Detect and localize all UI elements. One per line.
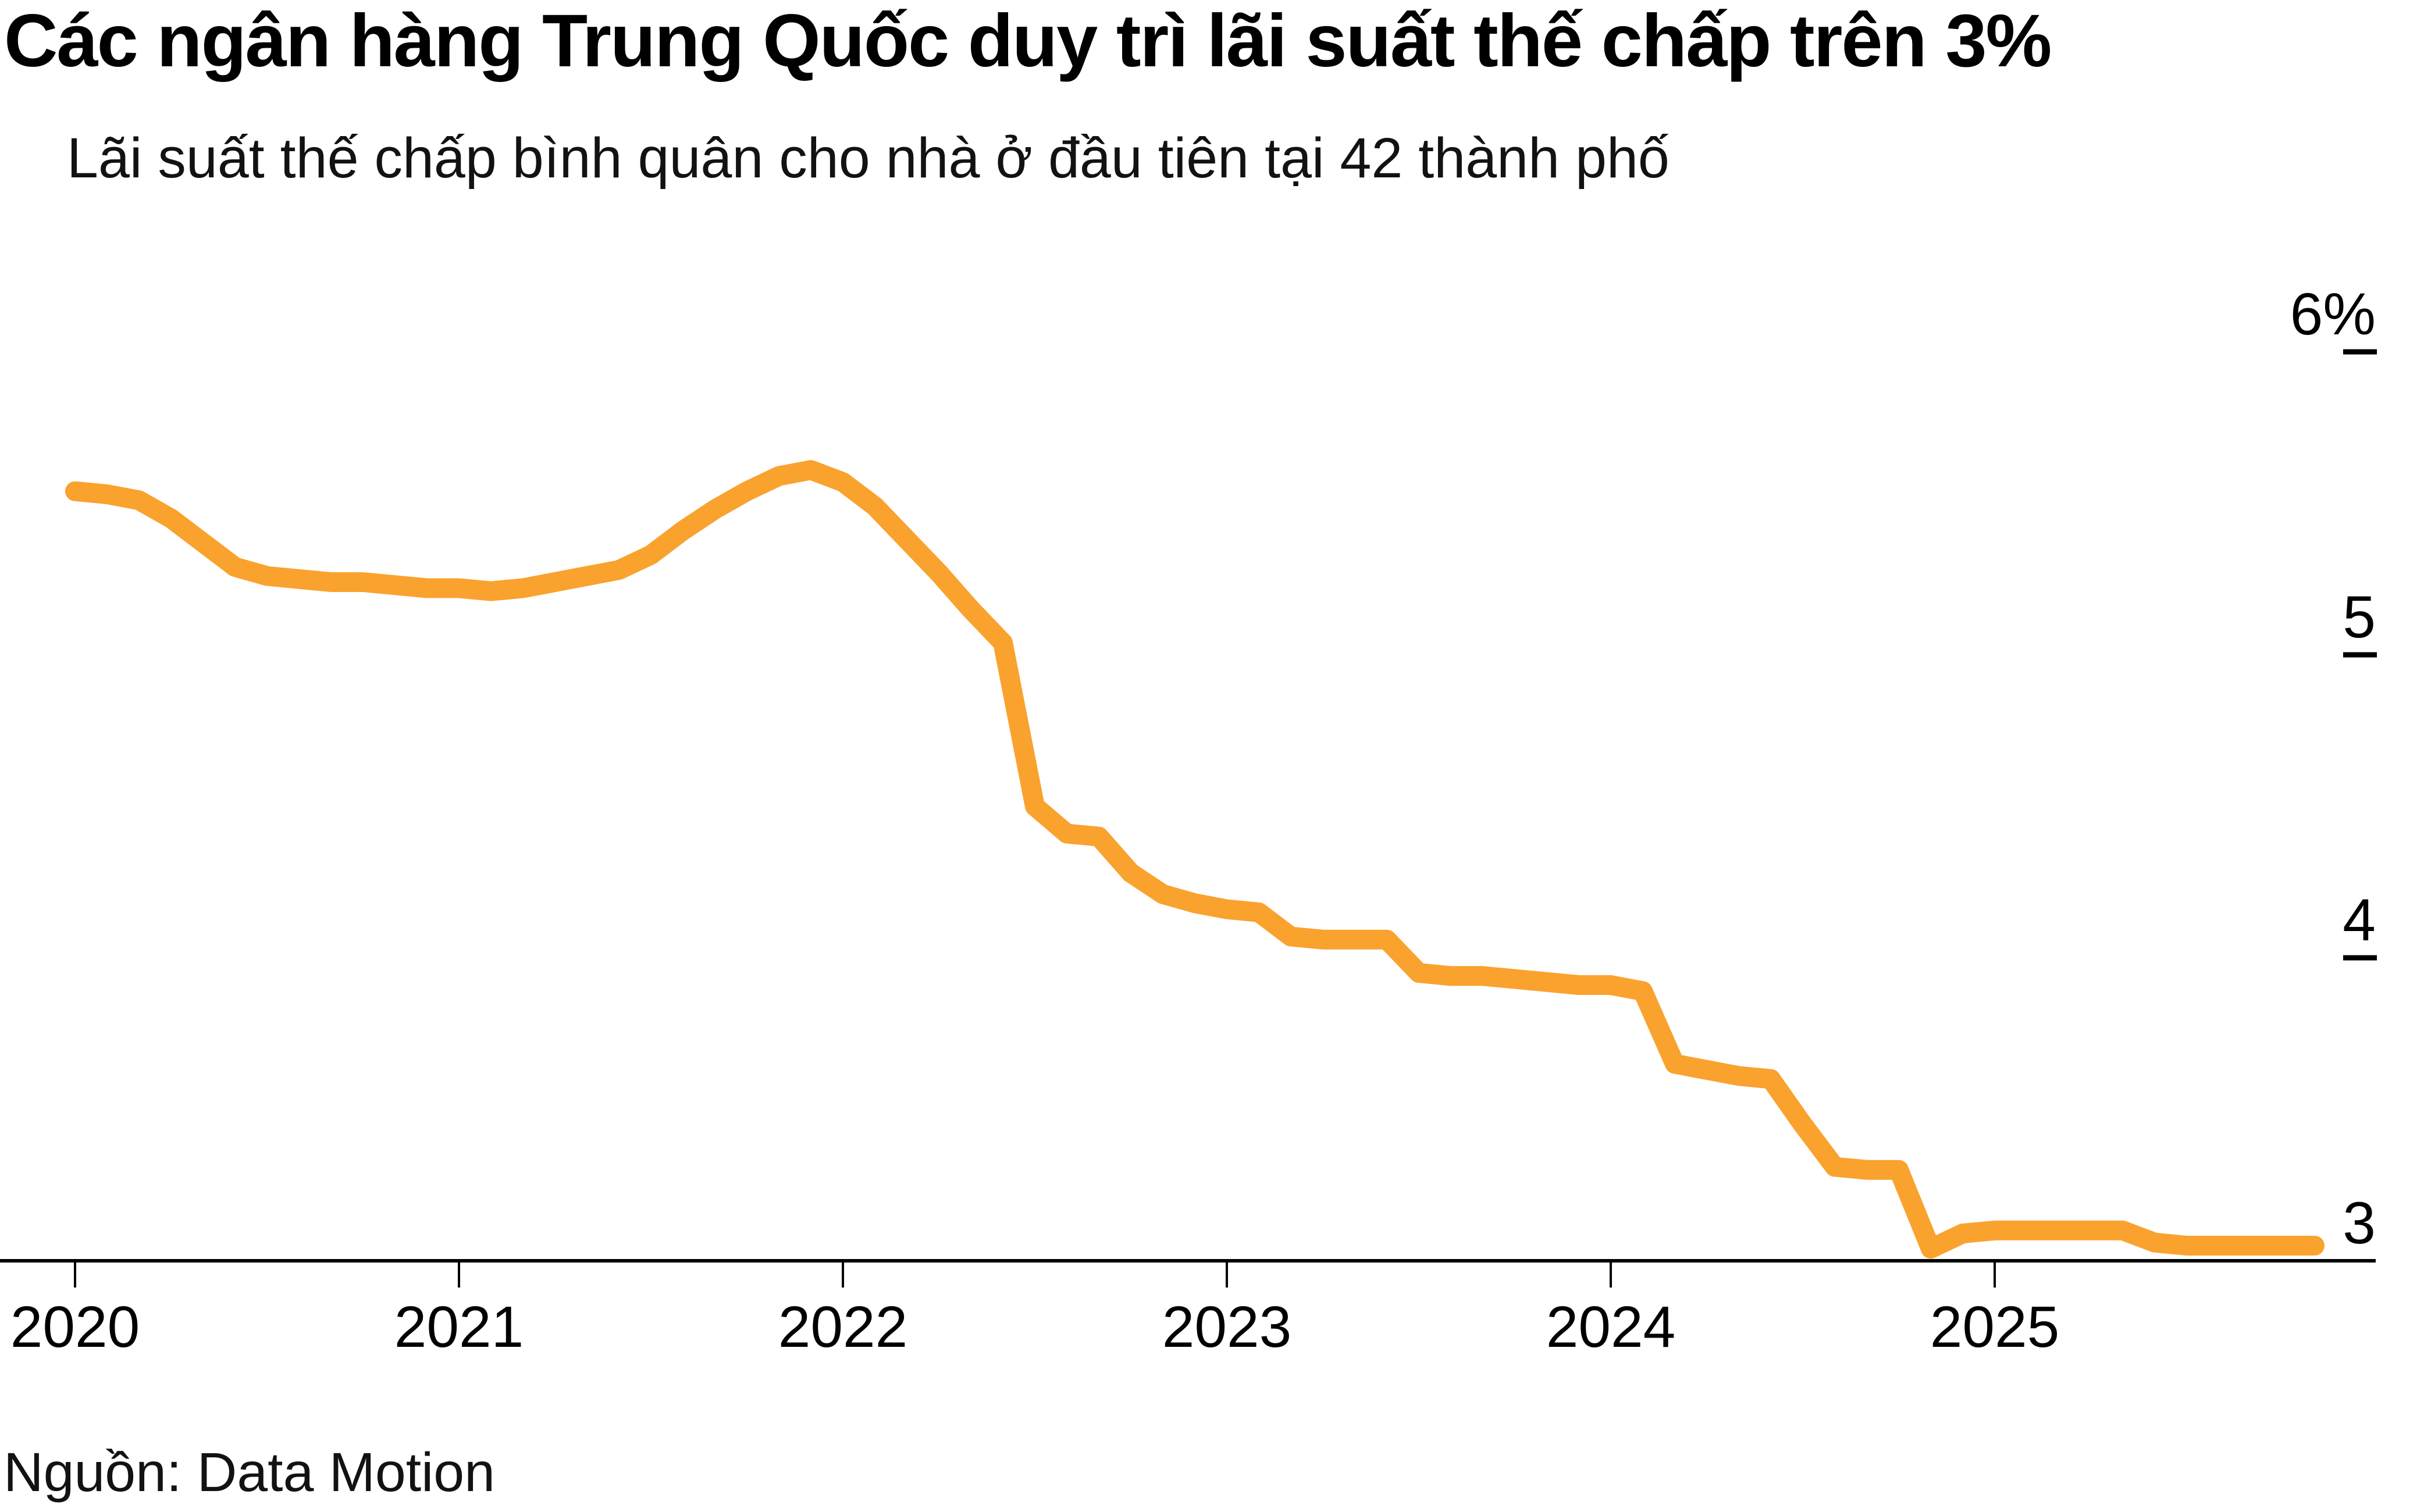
- y-axis-value-label: 6%: [2290, 281, 2376, 347]
- chart-title: Các ngân hàng Trung Quốc duy trì lãi suấ…: [4, 0, 2052, 83]
- x-axis-year-label: 2020: [10, 1295, 140, 1360]
- x-axis-year-label: 2025: [1930, 1295, 2059, 1360]
- x-axis-year-label: 2022: [778, 1295, 907, 1360]
- y-axis-value-label: 5: [2343, 584, 2376, 650]
- y-axis-value-label: 3: [2343, 1190, 2376, 1256]
- x-axis-year-label: 2024: [1546, 1295, 1675, 1360]
- mortgage-rate-line: [65, 460, 2325, 1259]
- x-axis-labels: 2020 2021 2022 2023 2024 2025: [10, 1261, 2059, 1360]
- x-axis-year-label: 2023: [1162, 1295, 1291, 1360]
- y-axis-labels: 6% 5 4 3: [2290, 281, 2377, 1256]
- y-axis-value-label: 4: [2343, 887, 2376, 953]
- source-credit: Nguồn: Data Motion: [3, 1442, 495, 1503]
- x-axis-year-label: 2021: [394, 1295, 524, 1360]
- chart-subtitle: Lãi suất thế chấp bình quân cho nhà ở đầ…: [67, 126, 1670, 190]
